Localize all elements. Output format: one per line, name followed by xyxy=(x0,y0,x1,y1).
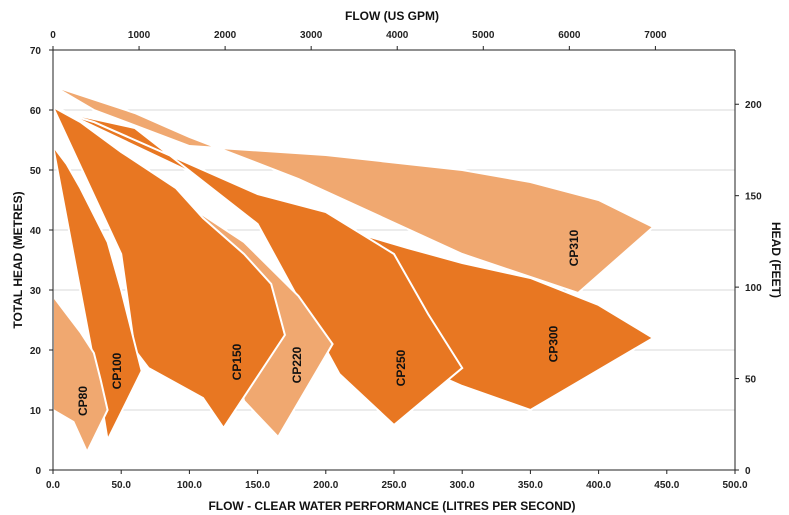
bottom-axis-title: FLOW - CLEAR WATER PERFORMANCE (LITRES P… xyxy=(208,499,575,513)
y-tick-label: 60 xyxy=(30,106,42,117)
y-tick-label: 70 xyxy=(30,46,42,57)
y2-tick-label: 200 xyxy=(745,100,762,111)
y-tick-label: 10 xyxy=(30,406,42,417)
axes xyxy=(49,46,739,474)
x2-tick-label: 3000 xyxy=(300,30,323,41)
y2-tick-label: 150 xyxy=(745,192,762,203)
x-tick-label: 150.0 xyxy=(245,480,270,491)
tick-labels: 0.0 50.0 100.0 150.0 200.0 250.0 300.0 350.0 400… xyxy=(30,30,762,491)
y2-tick-label: 50 xyxy=(745,375,757,386)
region-label-cp300: CP300 xyxy=(547,325,561,362)
region-label-cp250: CP250 xyxy=(394,349,408,386)
pump-regions xyxy=(50,85,656,455)
x2-tick-label: 0 xyxy=(50,30,56,41)
x2-tick-label: 5000 xyxy=(472,30,495,41)
x-tick-label: 100.0 xyxy=(177,480,202,491)
x-tick-label: 300.0 xyxy=(450,480,475,491)
region-label-cp100: CP100 xyxy=(110,352,124,389)
y-tick-label: 50 xyxy=(30,166,42,177)
x-tick-label: 0.0 xyxy=(46,480,60,491)
x-tick-label: 250.0 xyxy=(381,480,406,491)
y-tick-label: 40 xyxy=(30,226,42,237)
region-label-cp220: CP220 xyxy=(290,346,304,383)
y-tick-label: 20 xyxy=(30,346,42,357)
x2-tick-label: 4000 xyxy=(386,30,409,41)
y2-tick-label: 0 xyxy=(745,466,751,477)
x2-tick-label: 6000 xyxy=(558,30,581,41)
x2-tick-label: 1000 xyxy=(128,30,151,41)
x2-tick-label: 2000 xyxy=(214,30,237,41)
x-tick-label: 500.0 xyxy=(722,480,747,491)
region-label-cp310: CP310 xyxy=(567,229,581,266)
x2-tick-label: 7000 xyxy=(644,30,667,41)
region-cp250 xyxy=(52,109,464,427)
region-labels: CP310 CP300 CP250 CP220 CP150 CP100 CP80 xyxy=(76,229,581,416)
x-tick-label: 450.0 xyxy=(654,480,679,491)
region-cp80 xyxy=(52,293,109,455)
region-cp310 xyxy=(52,85,655,295)
y-tick-label: 30 xyxy=(30,286,42,297)
x-tick-label: 200.0 xyxy=(313,480,338,491)
y-tick-label: 0 xyxy=(35,466,41,477)
region-label-cp80: CP80 xyxy=(76,386,90,416)
y2-tick-label: 100 xyxy=(745,283,762,294)
x-tick-label: 50.0 xyxy=(111,480,131,491)
top-axis-title: FLOW (US GPM) xyxy=(345,9,439,23)
x-tick-label: 350.0 xyxy=(518,480,543,491)
left-axis-title: TOTAL HEAD (METRES) xyxy=(11,191,25,328)
right-axis-title: HEAD (FEET) xyxy=(769,222,783,298)
x-tick-label: 400.0 xyxy=(586,480,611,491)
region-label-cp150: CP150 xyxy=(230,343,244,380)
